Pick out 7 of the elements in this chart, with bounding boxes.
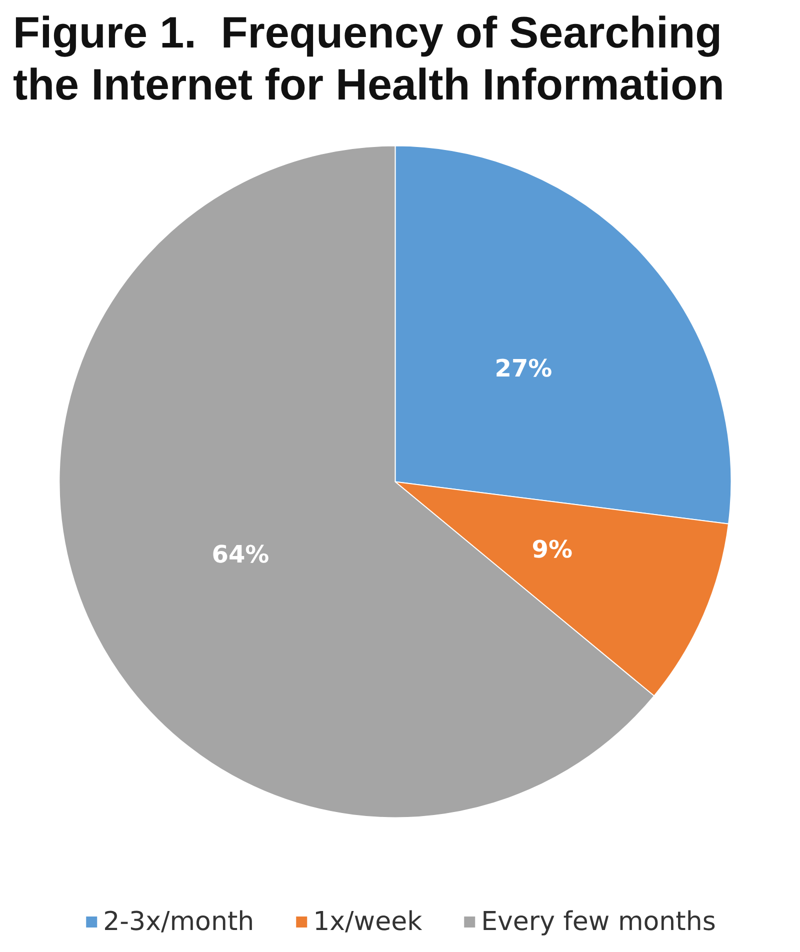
legend-label: 1x/week [313, 907, 422, 937]
legend-label: Every few months [481, 907, 716, 937]
data-label: 64% [212, 540, 270, 569]
legend-label: 2-3x/month [103, 907, 254, 937]
data-label: 27% [494, 354, 552, 383]
data-label: 9% [532, 536, 573, 564]
chart-title: Figure 1. Frequency of Searching the Internet for Health Information [13, 8, 734, 110]
